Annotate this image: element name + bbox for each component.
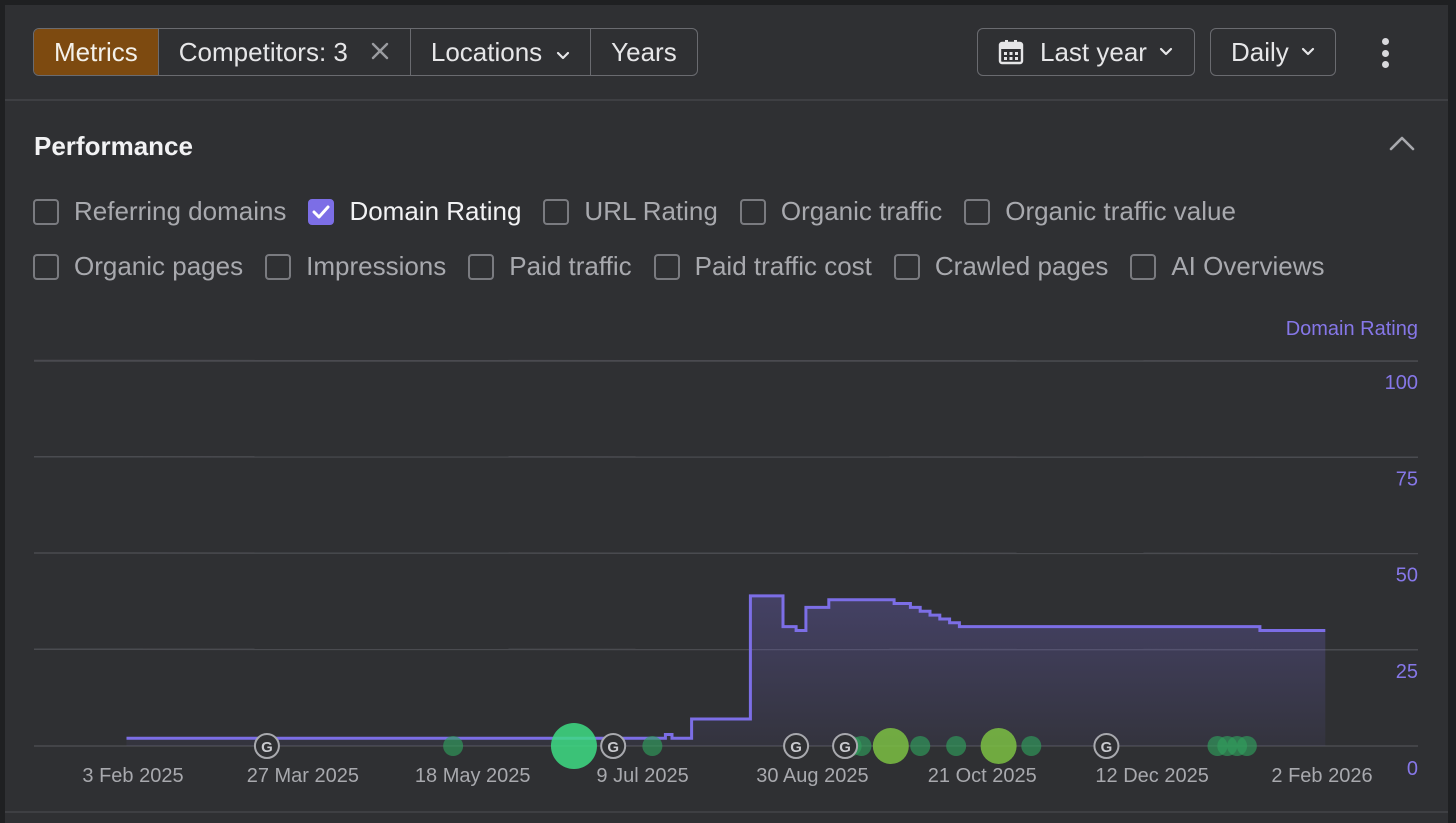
event-marker bbox=[1021, 736, 1042, 756]
tab-years[interactable]: Years bbox=[591, 29, 697, 75]
google-update-glyph: G bbox=[839, 739, 851, 756]
granularity-dropdown[interactable]: Daily bbox=[1210, 28, 1336, 76]
y-tick-label: 0 bbox=[1407, 758, 1418, 780]
google-update-glyph: G bbox=[1101, 739, 1113, 756]
google-update-glyph: G bbox=[261, 739, 273, 756]
checkbox-icon[interactable] bbox=[1130, 253, 1157, 280]
metric-label: Organic pages bbox=[74, 251, 244, 281]
checkbox-icon[interactable] bbox=[265, 253, 292, 280]
google-update-icon bbox=[1093, 733, 1120, 759]
metric-toggle-organic-traffic[interactable]: Organic traffic bbox=[739, 196, 943, 227]
tab-locations[interactable]: Locations bbox=[411, 29, 592, 75]
metric-toggle-organic-traffic-value[interactable]: Organic traffic value bbox=[964, 196, 1236, 227]
x-tick-label: 3 Feb 2025 bbox=[82, 765, 183, 787]
granularity-label: Daily bbox=[1231, 36, 1289, 67]
toolbar-divider bbox=[5, 99, 1448, 101]
checkbox-icon[interactable] bbox=[893, 253, 920, 280]
checkbox-icon[interactable] bbox=[543, 198, 570, 225]
metric-toggle-url-rating[interactable]: URL Rating bbox=[543, 196, 718, 227]
chevron-down-icon bbox=[556, 37, 570, 68]
kebab-icon[interactable] bbox=[1376, 38, 1394, 68]
calendar-icon bbox=[998, 39, 1024, 65]
metrics-row-1: Referring domains Domain Rating URL Rating… bbox=[33, 196, 1258, 227]
metric-toggle-domain-rating[interactable]: Domain Rating bbox=[308, 196, 521, 227]
metric-label: Referring domains bbox=[74, 196, 287, 226]
checkbox-icon[interactable] bbox=[739, 198, 766, 225]
checkbox-icon[interactable] bbox=[468, 253, 495, 280]
metric-toggle-organic-pages[interactable]: Organic pages bbox=[33, 251, 243, 282]
google-update-icon bbox=[783, 733, 810, 759]
y-tick-label: 25 bbox=[1396, 661, 1418, 683]
tab-locations-label: Locations bbox=[430, 36, 543, 67]
y-axis-title: Domain Rating bbox=[1285, 318, 1418, 340]
metric-label: Paid traffic bbox=[509, 251, 632, 281]
google-update-icon bbox=[600, 733, 627, 759]
google-update-icon bbox=[832, 733, 859, 759]
event-marker bbox=[872, 728, 909, 764]
checkbox-icon[interactable] bbox=[653, 253, 680, 280]
metrics-row-2: Organic pages Impressions Paid traffic Paid… bbox=[33, 251, 1346, 282]
event-marker bbox=[946, 736, 967, 756]
gridline bbox=[33, 552, 1419, 555]
metric-label: AI Overviews bbox=[1171, 251, 1325, 281]
y-tick-label: 75 bbox=[1396, 468, 1418, 490]
metric-toggle-ai-overviews[interactable]: AI Overviews bbox=[1130, 251, 1324, 282]
view-tabs: Metrics Competitors: 3 Locations Years bbox=[33, 28, 698, 76]
series-line-domain-rating bbox=[126, 594, 1326, 740]
checkbox-checked-icon[interactable] bbox=[308, 198, 335, 225]
x-tick-label: 18 May 2025 bbox=[415, 765, 531, 787]
x-tick-label: 21 Oct 2025 bbox=[928, 765, 1037, 787]
close-icon[interactable] bbox=[370, 37, 390, 68]
metric-toggle-paid-traffic-cost[interactable]: Paid traffic cost bbox=[653, 251, 872, 282]
tab-metrics-label: Metrics bbox=[54, 36, 138, 67]
checkbox-icon[interactable] bbox=[33, 198, 59, 225]
metric-label: Impressions bbox=[306, 251, 447, 281]
event-marker bbox=[980, 728, 1017, 764]
metric-toggle-impressions[interactable]: Impressions bbox=[265, 251, 446, 282]
section-title: Performance bbox=[34, 131, 193, 161]
x-tick-label: 12 Dec 2025 bbox=[1095, 765, 1208, 787]
x-tick-label: 9 Jul 2025 bbox=[596, 765, 688, 787]
chevron-up-icon[interactable] bbox=[1388, 134, 1416, 157]
gridline bbox=[33, 456, 1419, 458]
date-range-label: Last year bbox=[1040, 36, 1147, 67]
chevron-down-icon bbox=[1301, 47, 1315, 57]
y-tick-label: 50 bbox=[1396, 565, 1418, 587]
checkbox-icon[interactable] bbox=[964, 198, 991, 225]
metric-label: Domain Rating bbox=[349, 196, 522, 226]
tab-metrics[interactable]: Metrics bbox=[34, 29, 159, 75]
event-marker bbox=[443, 736, 464, 756]
metric-label: Organic traffic value bbox=[1005, 196, 1236, 226]
metric-toggle-crawled-pages[interactable]: Crawled pages bbox=[893, 251, 1109, 282]
metric-toggle-referring-domains[interactable]: Referring domains bbox=[33, 196, 286, 227]
metric-label: Crawled pages bbox=[934, 251, 1109, 281]
tab-competitors[interactable]: Competitors: 3 bbox=[159, 29, 411, 75]
tab-years-label: Years bbox=[611, 36, 677, 67]
tab-competitors-label: Competitors: 3 bbox=[178, 36, 348, 67]
series-area bbox=[126, 595, 1326, 746]
event-marker bbox=[642, 736, 663, 756]
google-update-glyph: G bbox=[790, 739, 802, 756]
metric-label: Paid traffic cost bbox=[694, 251, 872, 281]
metric-label: Organic traffic bbox=[780, 196, 943, 226]
x-tick-label: 30 Aug 2025 bbox=[756, 765, 868, 787]
bottom-divider bbox=[5, 811, 1448, 813]
checkbox-icon[interactable] bbox=[33, 253, 59, 280]
event-marker bbox=[1236, 736, 1257, 756]
metric-label: URL Rating bbox=[584, 196, 718, 226]
metric-toggle-paid-traffic[interactable]: Paid traffic bbox=[468, 251, 632, 282]
x-tick-label: 2 Feb 2026 bbox=[1271, 765, 1372, 787]
event-marker bbox=[550, 723, 597, 769]
google-update-icon bbox=[253, 733, 280, 759]
y-tick-label: 100 bbox=[1385, 372, 1418, 394]
date-range-dropdown[interactable]: Last year bbox=[977, 28, 1195, 76]
google-update-glyph: G bbox=[607, 739, 619, 756]
chevron-down-icon bbox=[1159, 47, 1173, 57]
event-marker bbox=[910, 736, 931, 756]
x-tick-label: 27 Mar 2025 bbox=[247, 765, 359, 787]
